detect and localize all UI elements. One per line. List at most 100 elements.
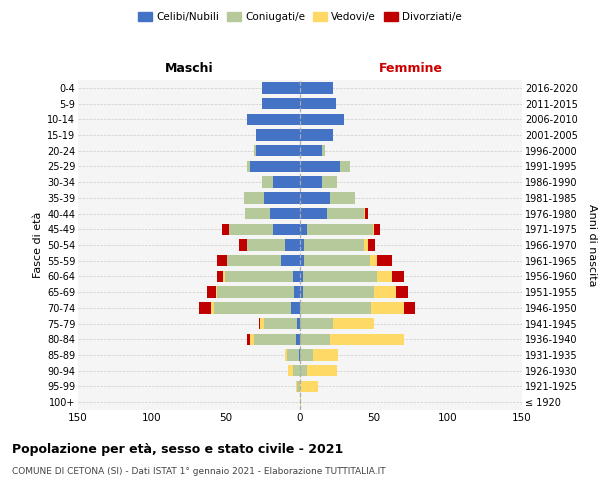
Bar <box>300 302 371 314</box>
Bar <box>215 286 217 298</box>
Text: Maschi: Maschi <box>164 62 214 75</box>
Bar <box>224 271 293 282</box>
Bar <box>300 365 307 376</box>
Y-axis label: Fasce di età: Fasce di età <box>32 212 43 278</box>
Bar <box>377 255 392 266</box>
Bar <box>262 98 300 109</box>
Bar <box>300 161 340 172</box>
Bar <box>326 208 364 219</box>
Bar <box>377 271 392 282</box>
Bar <box>217 271 223 282</box>
Bar <box>404 302 415 314</box>
Bar <box>223 271 224 282</box>
Text: COMUNE DI CETONA (SI) - Dati ISTAT 1° gennaio 2021 - Elaborazione TUTTITALIA.IT: COMUNE DI CETONA (SI) - Dati ISTAT 1° ge… <box>12 468 386 476</box>
Bar <box>265 192 300 203</box>
Bar <box>254 334 296 345</box>
Bar <box>245 208 271 219</box>
Bar <box>274 176 300 188</box>
Bar <box>250 161 300 172</box>
Legend: Celibi/Nubili, Coniugati/e, Vedovi/e, Divorziati/e: Celibi/Nubili, Coniugati/e, Vedovi/e, Di… <box>134 8 466 26</box>
Bar <box>307 365 337 376</box>
Bar <box>293 365 300 376</box>
Bar <box>262 176 274 188</box>
Bar <box>291 302 300 314</box>
Bar <box>300 208 326 219</box>
Bar <box>300 98 335 109</box>
Bar <box>329 334 404 345</box>
Bar <box>287 350 299 360</box>
Bar <box>373 224 374 235</box>
Text: Femmine: Femmine <box>379 62 443 75</box>
Bar <box>307 224 373 235</box>
Bar <box>300 192 329 203</box>
Bar <box>214 302 291 314</box>
Bar <box>364 208 365 219</box>
Bar <box>322 176 337 188</box>
Bar <box>217 286 294 298</box>
Bar <box>300 271 303 282</box>
Bar <box>374 286 396 298</box>
Bar <box>247 240 285 250</box>
Y-axis label: Anni di nascita: Anni di nascita <box>587 204 597 286</box>
Text: Popolazione per età, sesso e stato civile - 2021: Popolazione per età, sesso e stato civil… <box>12 442 343 456</box>
Bar <box>300 381 318 392</box>
Bar <box>300 286 303 298</box>
Bar <box>300 224 307 235</box>
Bar <box>247 334 250 345</box>
Bar <box>300 350 313 360</box>
Bar <box>207 286 215 298</box>
Bar <box>254 145 256 156</box>
Bar <box>300 114 344 125</box>
Bar <box>313 350 338 360</box>
Bar <box>262 82 300 94</box>
Bar <box>296 381 297 392</box>
Bar <box>300 145 322 156</box>
Bar <box>300 130 332 140</box>
Bar <box>300 82 332 94</box>
Bar <box>294 286 300 298</box>
Bar <box>371 302 404 314</box>
Bar <box>229 224 274 235</box>
Bar <box>256 145 300 156</box>
Bar <box>247 161 250 172</box>
Bar <box>374 224 380 235</box>
Bar <box>300 334 329 345</box>
Bar <box>285 240 300 250</box>
Bar <box>322 145 325 156</box>
Bar <box>227 255 281 266</box>
Bar <box>244 192 265 203</box>
Bar <box>274 224 300 235</box>
Bar <box>332 318 374 329</box>
Bar <box>211 302 214 314</box>
Bar <box>296 334 300 345</box>
Bar <box>247 114 300 125</box>
Bar <box>259 318 260 329</box>
Bar <box>239 240 247 250</box>
Bar <box>370 255 377 266</box>
Bar <box>299 350 300 360</box>
Bar <box>297 381 300 392</box>
Bar <box>300 318 332 329</box>
Bar <box>304 255 370 266</box>
Bar <box>303 271 377 282</box>
Bar <box>281 255 300 266</box>
Bar <box>271 208 300 219</box>
Bar <box>285 350 287 360</box>
Bar <box>396 286 408 298</box>
Bar <box>365 208 368 219</box>
Bar <box>300 240 304 250</box>
Bar <box>293 271 300 282</box>
Bar <box>304 240 364 250</box>
Bar <box>199 302 211 314</box>
Bar <box>217 255 227 266</box>
Bar <box>221 224 229 235</box>
Bar <box>364 240 368 250</box>
Bar <box>265 318 297 329</box>
Bar <box>329 192 355 203</box>
Bar <box>250 334 254 345</box>
Bar <box>256 130 300 140</box>
Bar <box>340 161 350 172</box>
Bar <box>392 271 404 282</box>
Bar <box>300 176 322 188</box>
Bar <box>297 318 300 329</box>
